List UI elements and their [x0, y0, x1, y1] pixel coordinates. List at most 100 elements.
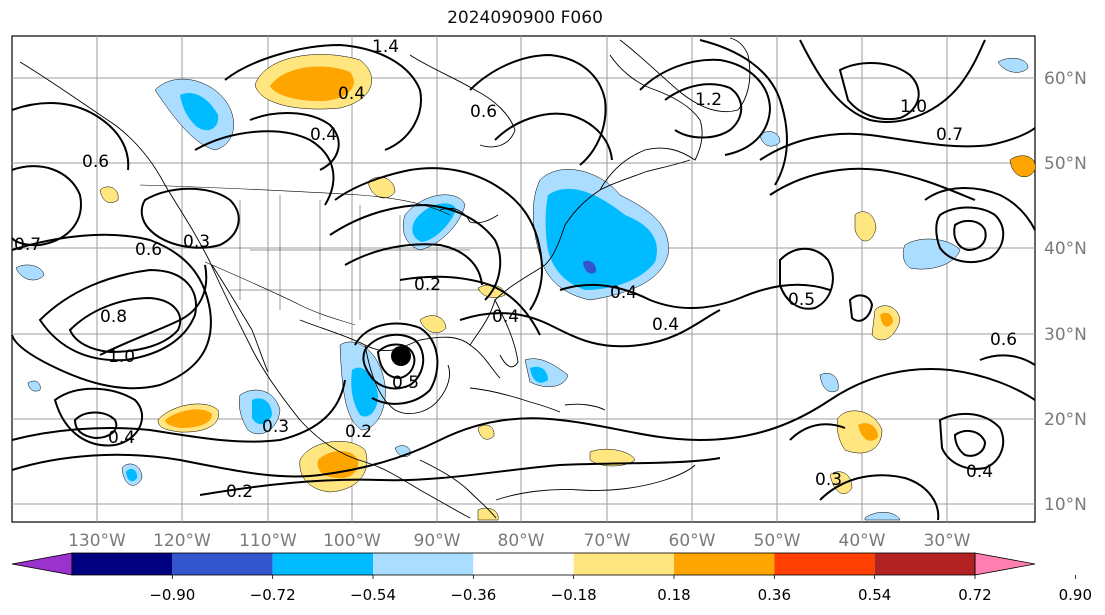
- contour-line: [11, 233, 212, 390]
- gulf-coast: [299, 319, 501, 379]
- longitude-label: 110°W: [239, 531, 297, 551]
- colorbar-tick-label: 0.18: [657, 586, 690, 604]
- contour-label: 0.3: [262, 417, 289, 437]
- north-america-west-coast: [19, 61, 471, 519]
- colorbar-segment: [674, 553, 775, 575]
- colorbar-tick-label: 0.72: [958, 586, 991, 604]
- storm-center-marker: [391, 346, 411, 366]
- contour-label: 1.0: [900, 97, 927, 117]
- contour-line: [199, 457, 721, 496]
- contour-line: [639, 58, 772, 156]
- contour-line: [194, 130, 335, 206]
- contour-line: [979, 354, 1036, 366]
- colorbar-tick-label: −0.36: [450, 586, 496, 604]
- shade-negative: [15, 264, 45, 281]
- contour-label: 0.6: [82, 152, 109, 172]
- contour-label: 0.4: [966, 462, 993, 482]
- shade-positive: [165, 409, 212, 428]
- cuba: [469, 387, 561, 413]
- longitude-label: 60°W: [669, 531, 716, 551]
- longitude-label: 100°W: [323, 531, 381, 551]
- latitude-label: 30°N: [1044, 325, 1087, 345]
- contour-line: [329, 203, 502, 301]
- contour-line: [224, 43, 422, 151]
- state-lines: [230, 195, 480, 320]
- shade-negative: [412, 203, 456, 242]
- contour-line: [11, 379, 346, 443]
- shade-positive: [477, 507, 499, 521]
- shade-negative: [819, 373, 839, 393]
- contour-line: [559, 283, 831, 309]
- contour-line: [953, 429, 987, 457]
- shade-negative: [351, 367, 378, 417]
- colorbar-tick-label: −0.90: [149, 586, 195, 604]
- colorbar-tick-label: −0.54: [350, 586, 396, 604]
- shade-positive: [837, 410, 883, 454]
- latitude-label: 20°N: [1044, 410, 1087, 430]
- shaded-regions: [15, 54, 1036, 521]
- contour-label: 0.3: [183, 232, 210, 252]
- colorbar-tick-label: −0.72: [250, 586, 296, 604]
- contour-line: [11, 165, 82, 247]
- hispaniola: [564, 403, 606, 411]
- contour-line: [789, 423, 846, 441]
- south-america-north: [495, 464, 696, 501]
- contour-label: 0.4: [492, 307, 519, 327]
- longitude-label: 40°W: [839, 531, 886, 551]
- shade-strong-negative: [583, 260, 597, 274]
- central-america: [419, 459, 497, 519]
- contour-label: 0.6: [470, 102, 497, 122]
- contour-line: [838, 62, 920, 120]
- contour-label: 0.2: [414, 275, 441, 295]
- contour-line: [68, 296, 182, 354]
- contour-line: [759, 127, 1036, 161]
- contour-line: [344, 243, 483, 286]
- longitude-labels: 130°W 120°W 110°W 100°W 90°W 80°W 70°W 60°W 50°W…: [68, 531, 971, 551]
- colorbar-frame: [71, 552, 976, 576]
- colorbar-tick-label: 0.90: [1059, 586, 1092, 604]
- longitude-label: 80°W: [498, 531, 545, 551]
- longitude-label: 120°W: [153, 531, 211, 551]
- contour-line: [819, 474, 940, 521]
- latitude-labels: 60°N 50°N 40°N 30°N 20°N 10°N: [1044, 69, 1087, 515]
- contour-label: 0.2: [345, 422, 372, 442]
- hudson-bay: [409, 54, 516, 148]
- longitude-label: 130°W: [68, 531, 126, 551]
- contour-line: [354, 322, 439, 405]
- contour-label: 0.4: [108, 428, 135, 448]
- shade-negative: [27, 380, 41, 392]
- contour-label: 1.0: [108, 347, 135, 367]
- contour-label: 0.4: [610, 283, 637, 303]
- longitude-label: 90°W: [414, 531, 461, 551]
- colorbar-segment: [373, 553, 474, 575]
- contour-line: [459, 309, 721, 348]
- contour-label: 0.6: [135, 240, 162, 260]
- mexico-border: [204, 261, 356, 326]
- contour-line: [779, 247, 834, 310]
- shade-negative: [864, 512, 901, 521]
- colorbar-segment: [172, 553, 273, 575]
- contour-label: 0.3: [815, 470, 842, 490]
- contour-line: [494, 112, 613, 161]
- colorbar: [11, 552, 1036, 576]
- contour-label: 0.8: [100, 307, 127, 327]
- contour-line: [799, 39, 986, 123]
- contour-labels: 0.6 0.7 0.8 1.0 0.4 0.2 0.3 0.6 0.4 0.4 …: [14, 37, 1017, 502]
- colorbar-tick-labels: −0.90 −0.72 −0.54 −0.36 −0.18 0.18 0.36 0.54 0.7…: [149, 575, 1092, 604]
- contour-line: [935, 206, 1005, 264]
- shade-positive: [367, 176, 396, 199]
- contour-line: [99, 264, 208, 356]
- contour-label: 0.4: [338, 84, 365, 104]
- shade-negative: [126, 468, 138, 482]
- contours: [11, 39, 1036, 521]
- great-lakes: [439, 207, 499, 224]
- colorbar-segment: [573, 553, 674, 575]
- longitude-label: 70°W: [584, 531, 631, 551]
- shade-positive: [880, 312, 893, 327]
- shade-negative: [252, 398, 272, 425]
- contour-line: [664, 83, 743, 139]
- contour-label: 0.5: [392, 373, 419, 393]
- contour-line: [11, 102, 130, 171]
- contour-label: 0.2: [226, 482, 253, 502]
- contour-label: 0.7: [14, 235, 41, 255]
